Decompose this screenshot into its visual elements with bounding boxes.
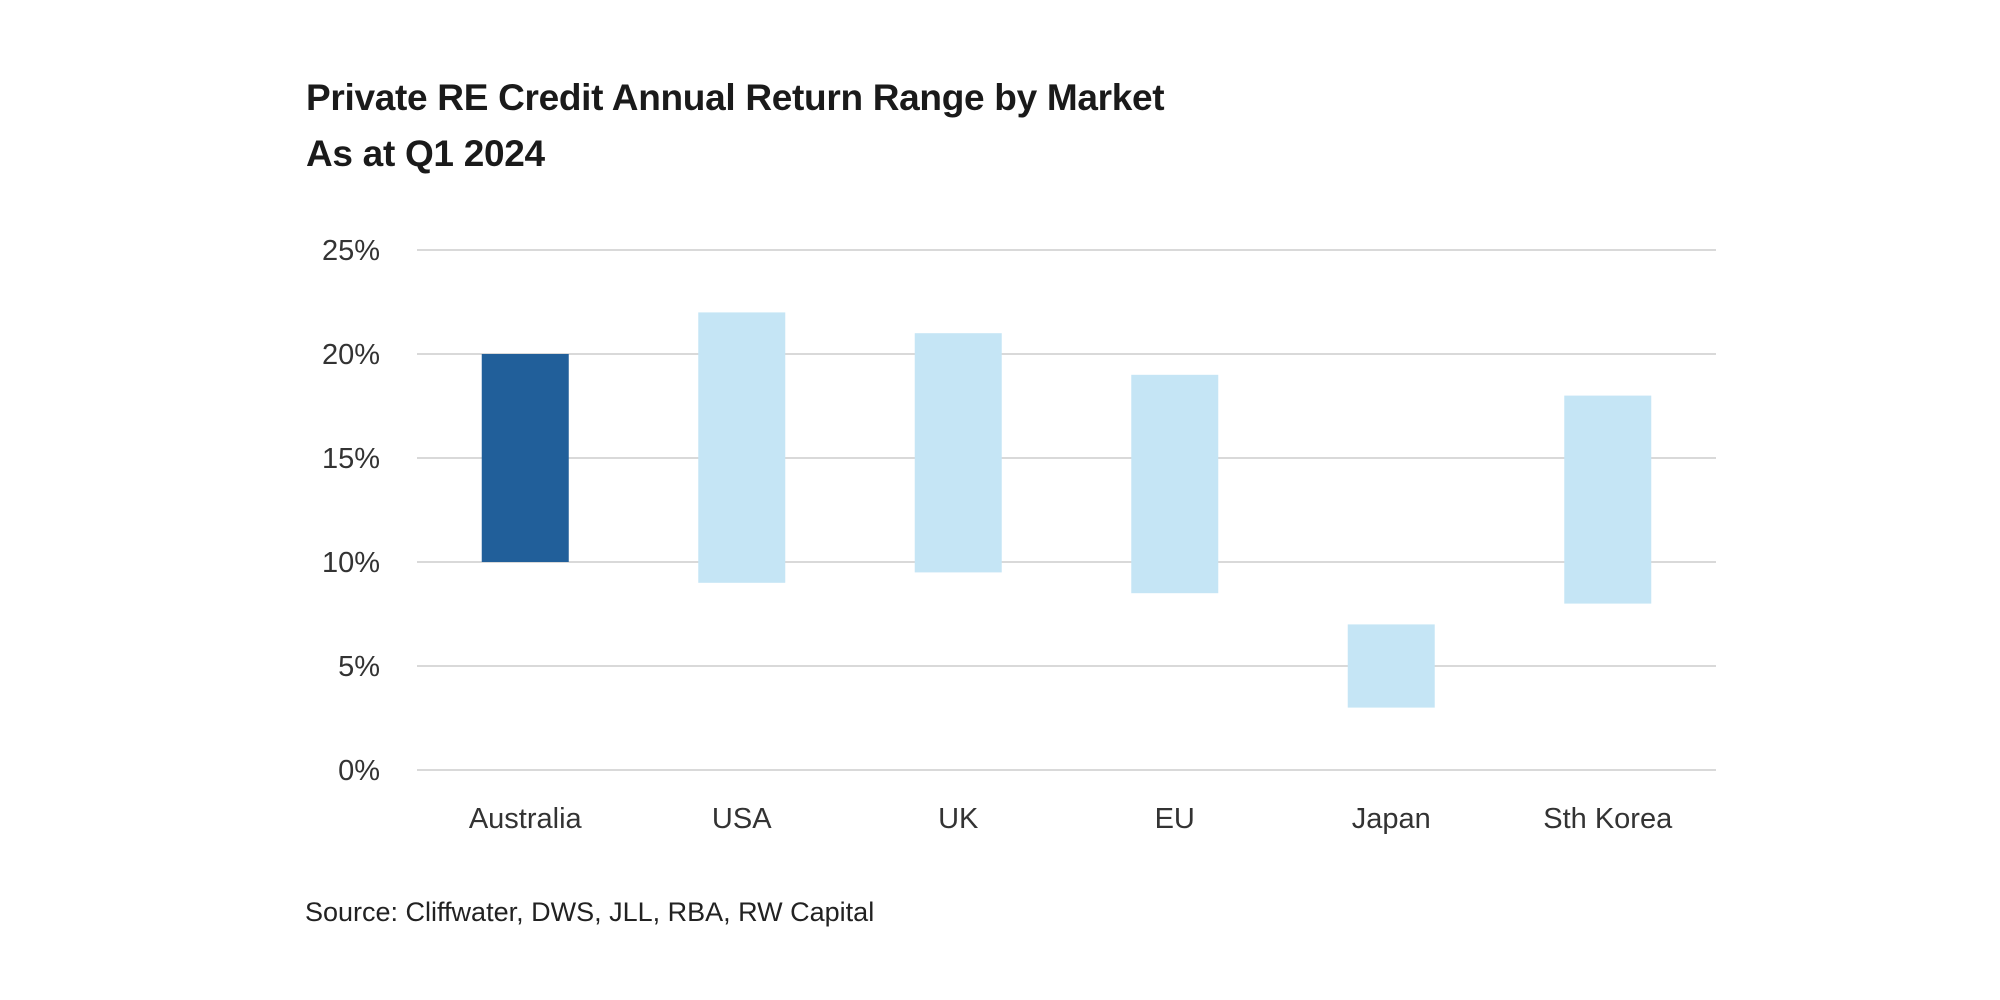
y-tick-label: 15% — [322, 443, 380, 475]
range-bar-usa — [698, 312, 786, 583]
x-tick-label: USA — [712, 803, 772, 835]
x-tick-label: UK — [938, 803, 979, 835]
gridlines — [417, 249, 1716, 771]
y-tick-label: 20% — [322, 339, 380, 371]
range-bar-australia — [481, 354, 569, 562]
y-tick-label: 5% — [338, 651, 380, 683]
range-bar-japan — [1347, 624, 1435, 708]
x-axis-tick-labels: Australia USA UK EU Japan Sth Korea — [469, 803, 1673, 835]
x-tick-label: Australia — [469, 803, 583, 835]
range-bar-sth-korea — [1564, 395, 1652, 604]
range-bar-uk — [914, 333, 1002, 573]
x-tick-label: Japan — [1352, 803, 1431, 835]
x-tick-label: EU — [1155, 803, 1195, 835]
chart-subtitle: As at Q1 2024 — [306, 133, 545, 174]
range-bars — [481, 312, 1652, 708]
range-bar-eu — [1131, 374, 1219, 594]
chart-title-block: Private RE Credit Annual Return Range by… — [306, 70, 1165, 182]
x-tick-label: Sth Korea — [1543, 803, 1673, 835]
y-tick-label: 10% — [322, 547, 380, 579]
y-axis-tick-labels: 0% 5% 10% 15% 20% 25% — [322, 235, 380, 787]
source-note: Source: Cliffwater, DWS, JLL, RBA, RW Ca… — [305, 897, 875, 927]
y-tick-label: 25% — [322, 235, 380, 267]
chart-title: Private RE Credit Annual Return Range by… — [306, 77, 1165, 118]
y-tick-label: 0% — [338, 755, 380, 787]
